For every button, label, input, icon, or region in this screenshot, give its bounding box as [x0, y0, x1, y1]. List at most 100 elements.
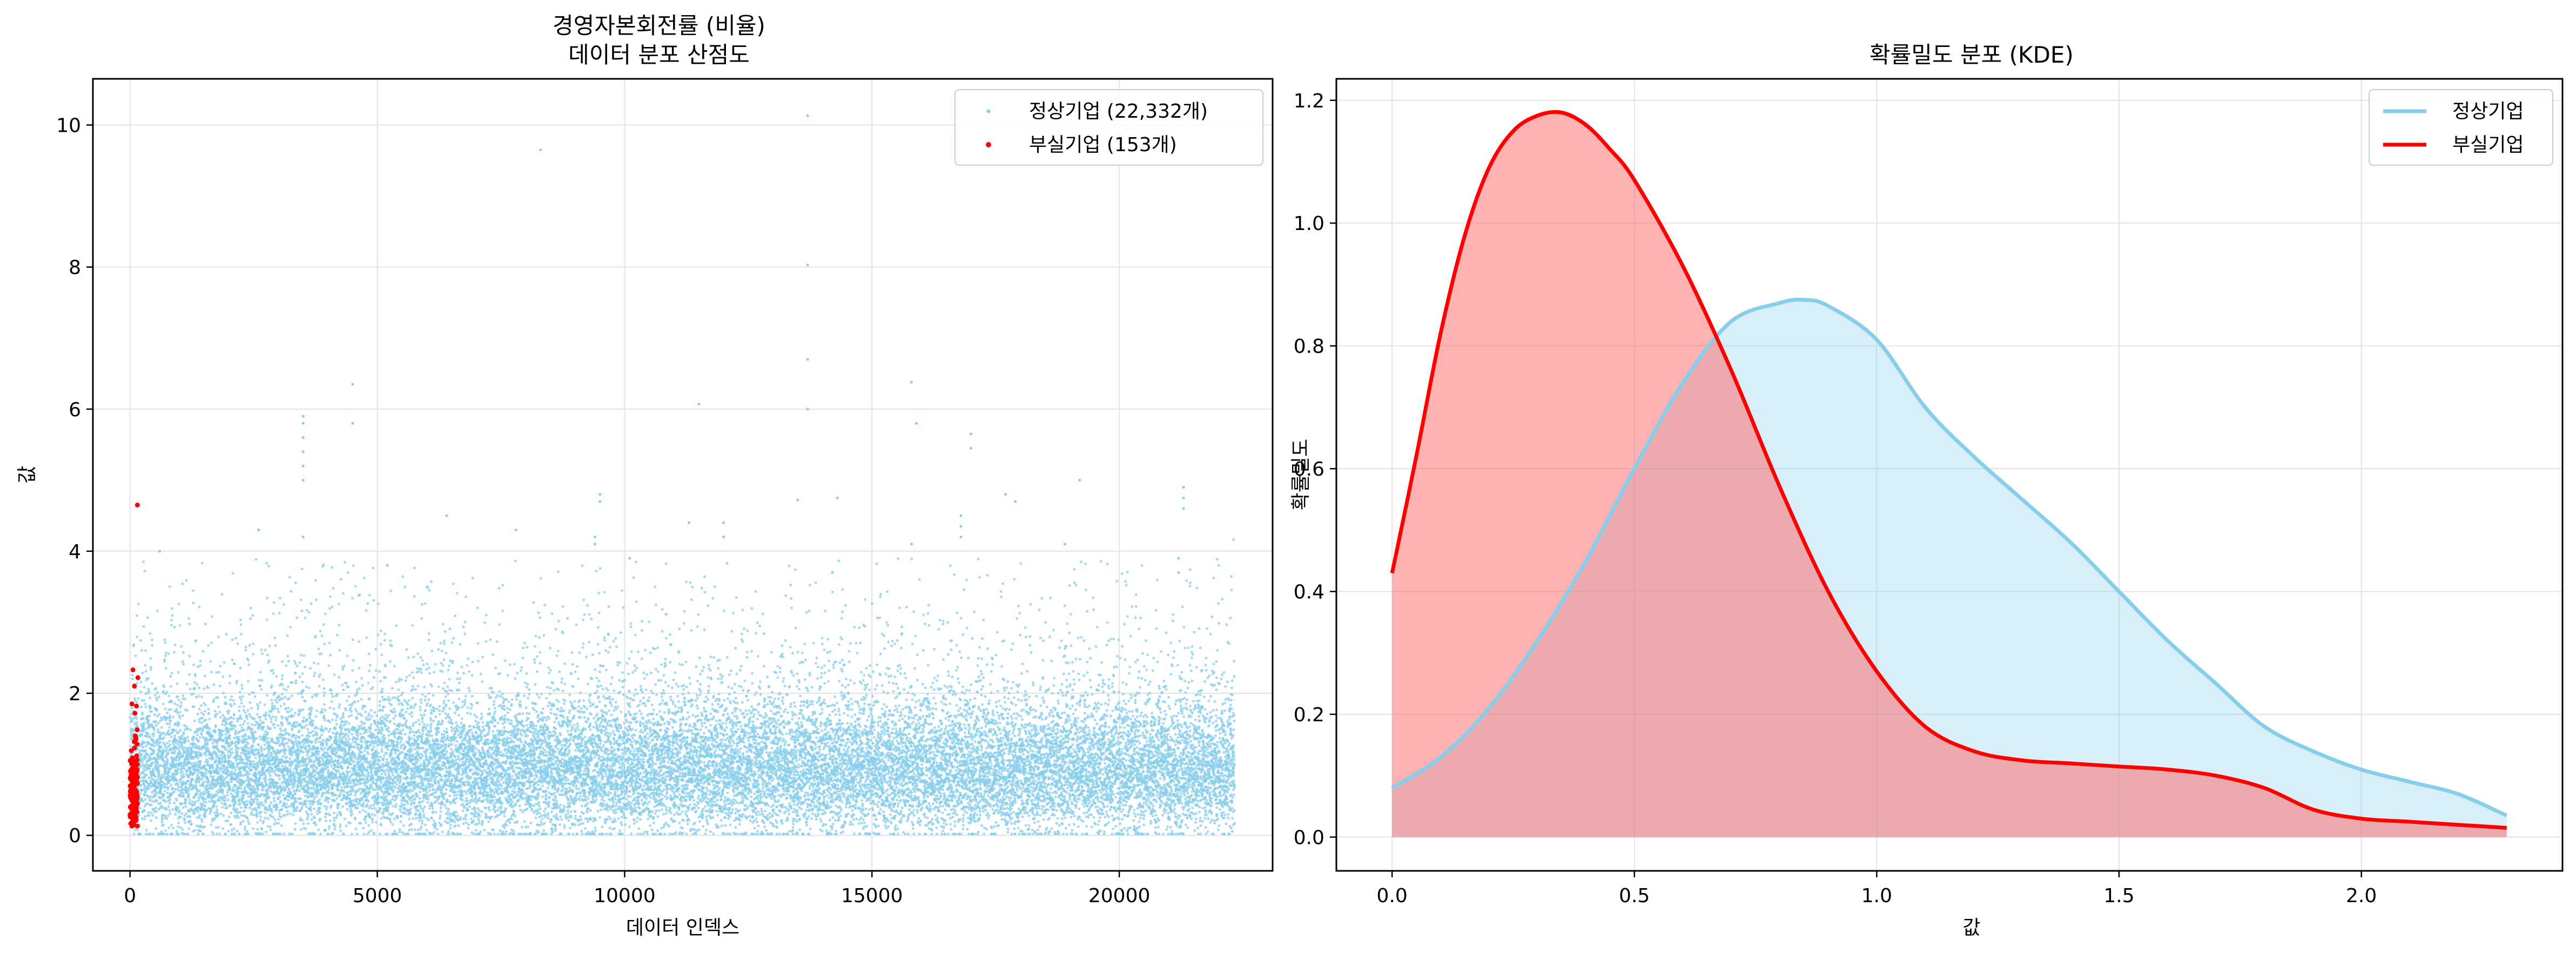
- scatter-point-normal: [330, 757, 333, 761]
- scatter-point-normal: [288, 576, 291, 579]
- scatter-point-normal: [246, 747, 250, 750]
- scatter-point-normal: [275, 805, 279, 808]
- scatter-point-normal: [358, 640, 361, 643]
- scatter-point-normal: [367, 830, 371, 834]
- scatter-point-normal: [250, 723, 253, 726]
- scatter-point-normal: [309, 721, 312, 724]
- scatter-point-normal: [325, 728, 328, 731]
- scatter-point-normal: [162, 702, 165, 706]
- scatter-point-normal: [374, 788, 377, 791]
- scatter-point-normal: [333, 819, 336, 822]
- scatter-point-normal: [280, 678, 284, 681]
- scatter-point-normal: [196, 733, 199, 736]
- scatter-point-normal: [338, 780, 341, 783]
- scatter-point-normal: [330, 692, 333, 695]
- scatter-point-normal: [228, 682, 231, 685]
- scatter-point-normal: [174, 765, 178, 768]
- scatter-point-normal: [332, 791, 335, 795]
- scatter-point-normal: [228, 734, 231, 737]
- scatter-point-normal: [341, 805, 345, 808]
- scatter-point-normal: [294, 797, 297, 800]
- scatter-point-normal: [361, 740, 364, 743]
- scatter-point-normal: [348, 822, 352, 825]
- scatter-point-normal: [267, 817, 270, 820]
- scatter-point-normal: [350, 833, 353, 836]
- scatter-point-normal: [151, 638, 154, 641]
- scatter-point-normal: [248, 701, 252, 704]
- scatter-point-normal: [307, 822, 310, 825]
- scatter-point-normal: [353, 804, 357, 807]
- scatter-point-normal: [156, 799, 159, 802]
- scatter-point-normal: [143, 570, 146, 573]
- scatter-point-normal: [292, 733, 295, 736]
- scatter-point-normal: [164, 641, 167, 644]
- scatter-point-normal: [339, 829, 342, 833]
- scatter-point-normal: [165, 746, 169, 749]
- scatter-point-normal: [147, 732, 150, 735]
- scatter-point-normal: [283, 687, 285, 691]
- scatter-point-normal: [239, 755, 243, 759]
- scatter-point-normal: [176, 808, 179, 811]
- scatter-point-normal: [328, 607, 331, 610]
- scatter-point-normal: [129, 745, 132, 748]
- scatter-point-normal: [302, 654, 306, 657]
- scatter-point-normal: [143, 776, 146, 779]
- scatter-point-normal: [167, 805, 170, 808]
- scatter-point-normal: [202, 713, 205, 716]
- scatter-point-normal: [160, 830, 163, 833]
- scatter-point-normal: [214, 761, 217, 764]
- scatter-point-normal: [328, 595, 332, 598]
- scatter-point-normal: [255, 713, 259, 716]
- scatter-point-normal: [150, 666, 152, 669]
- scatter-point-normal: [181, 773, 185, 776]
- scatter-point-normal: [145, 745, 148, 748]
- scatter-point-normal: [242, 705, 245, 708]
- scatter-point-normal: [280, 824, 283, 827]
- scatter-point-normal: [251, 614, 254, 617]
- scatter-point-normal: [257, 748, 260, 752]
- scatter-point-normal: [167, 826, 171, 829]
- scatter-point-normal: [281, 755, 285, 758]
- scatter-point-normal: [249, 784, 252, 787]
- scatter-point-normal: [242, 722, 245, 726]
- scatter-point-normal: [324, 815, 327, 818]
- scatter-point-normal: [259, 776, 262, 780]
- scatter-point-normal: [169, 812, 172, 815]
- scatter-point-normal: [176, 682, 179, 685]
- scatter-point-normal: [172, 827, 174, 830]
- scatter-point-normal: [280, 660, 284, 663]
- scatter-point-normal: [250, 768, 253, 772]
- scatter-point-normal: [164, 707, 167, 711]
- scatter-point-normal: [317, 647, 320, 651]
- scatter-point-normal: [258, 735, 261, 738]
- scatter-point-normal: [162, 775, 165, 779]
- scatter-point-normal: [203, 687, 206, 691]
- scatter-point-normal: [260, 679, 264, 682]
- scatter-point-normal: [338, 803, 340, 806]
- scatter-point-normal: [341, 684, 344, 687]
- scatter-point-normal: [274, 644, 277, 647]
- scatter-point-normal: [268, 804, 271, 807]
- scatter-point-normal: [305, 764, 308, 767]
- scatter-point-normal: [370, 768, 373, 772]
- scatter-point-normal: [372, 734, 375, 737]
- scatter-point-normal: [277, 797, 280, 801]
- scatter-point-normal: [278, 612, 281, 615]
- scatter-point-normal: [361, 684, 364, 687]
- scatter-point-normal: [307, 686, 311, 689]
- scatter-point-normal: [164, 829, 167, 832]
- scatter-point-normal: [225, 806, 228, 809]
- scatter-point-normal: [249, 715, 252, 718]
- scatter-point-normal: [214, 729, 217, 733]
- scatter-point-normal: [216, 766, 219, 769]
- scatter-point-normal: [371, 813, 374, 816]
- scatter-point-normal: [293, 782, 296, 786]
- scatter-point-normal: [154, 765, 157, 768]
- scatter-point-normal: [169, 719, 172, 722]
- scatter-point-normal: [133, 697, 136, 700]
- scatter-point-normal: [184, 805, 187, 808]
- scatter-point-normal: [255, 810, 258, 813]
- scatter-point-normal: [280, 816, 283, 818]
- scatter-point-normal: [252, 785, 255, 788]
- scatter-point-normal: [196, 712, 199, 715]
